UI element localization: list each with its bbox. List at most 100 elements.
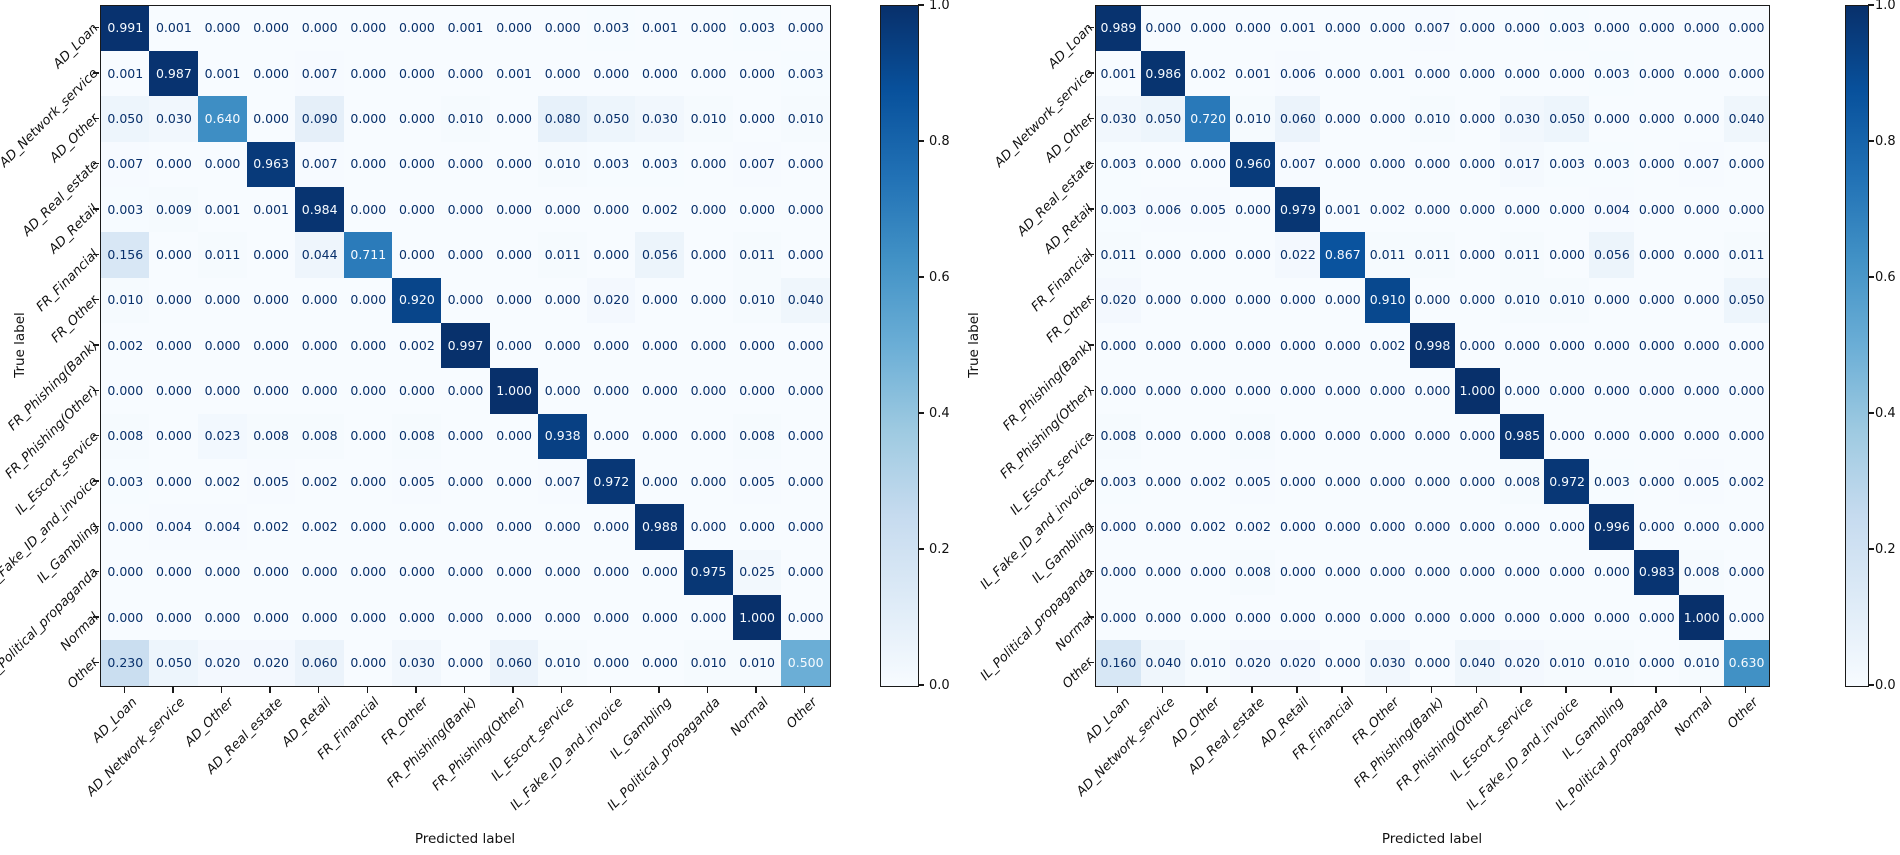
matrix-cell: 0.011 xyxy=(1095,232,1142,279)
x-tick-label: FR_Phishing(Other) xyxy=(429,695,529,794)
matrix-cell: 0.000 xyxy=(1454,413,1501,460)
y-axis-tick xyxy=(1088,344,1094,346)
matrix-cell: 0.056 xyxy=(1589,232,1635,279)
matrix-cell: 0.000 xyxy=(1409,549,1456,596)
matrix-cell: 0.002 xyxy=(1723,459,1770,505)
matrix-cell: 0.000 xyxy=(197,277,248,324)
colorbar-tick-label: 0.2 xyxy=(1875,542,1896,557)
matrix-cell: 0.000 xyxy=(1454,595,1501,641)
matrix-cell: 0.000 xyxy=(343,5,393,52)
matrix-cell: 0.000 xyxy=(1544,549,1590,596)
matrix-cell: 0.008 xyxy=(732,413,782,460)
matrix-cell: 0.000 xyxy=(246,51,296,97)
matrix-cell: 0.011 xyxy=(1364,232,1411,279)
colorbar-tick xyxy=(918,684,924,686)
matrix-cell: 0.983 xyxy=(1634,549,1680,596)
matrix-cell: 0.000 xyxy=(1544,51,1590,97)
y-axis-tick xyxy=(93,26,99,29)
matrix-cell: 0.000 xyxy=(781,595,831,641)
x-tick-label: AD_Real_estate xyxy=(1185,695,1268,778)
matrix-cell: 0.004 xyxy=(1589,187,1635,233)
matrix-cell: 0.000 xyxy=(1544,413,1590,460)
matrix-cell: 0.009 xyxy=(149,187,199,233)
matrix-cell: 0.000 xyxy=(489,277,539,324)
matrix-cell: 0.060 xyxy=(1275,96,1321,143)
matrix-cell: 0.000 xyxy=(100,368,150,415)
matrix-cell: 0.000 xyxy=(586,232,636,279)
x-axis-tick xyxy=(1385,686,1388,693)
colorbar-tick xyxy=(918,548,924,550)
matrix-cell: 0.000 xyxy=(1140,368,1187,415)
matrix-cell: 0.050 xyxy=(1544,96,1590,143)
colorbar-tick-label: 0.2 xyxy=(929,542,950,557)
matrix-cell: 0.000 xyxy=(1634,232,1680,279)
x-axis-tick xyxy=(706,686,709,693)
x-axis-tick xyxy=(220,686,223,693)
matrix-cell: 0.000 xyxy=(489,5,539,52)
matrix-cell: 0.000 xyxy=(295,595,345,641)
matrix-cell: 0.000 xyxy=(1678,96,1725,143)
matrix-cell: 0.003 xyxy=(1589,459,1635,505)
matrix-cell: 0.000 xyxy=(1275,368,1321,415)
matrix-cell: 0.000 xyxy=(392,51,442,97)
matrix-cell: 0.005 xyxy=(392,459,442,505)
matrix-cell: 0.002 xyxy=(1185,504,1231,551)
matrix-cell: 0.000 xyxy=(1678,187,1725,233)
matrix-cell: 0.000 xyxy=(1634,51,1680,97)
matrix-cell: 0.011 xyxy=(538,232,588,279)
matrix-cell: 0.000 xyxy=(683,504,734,551)
matrix-cell: 0.000 xyxy=(295,549,345,596)
matrix-cell: 0.979 xyxy=(1275,187,1321,233)
matrix-cell: 0.000 xyxy=(1589,96,1635,143)
x-axis-tick xyxy=(463,686,466,693)
matrix-cell: 0.000 xyxy=(1454,549,1501,596)
matrix-cell: 0.010 xyxy=(1678,640,1725,687)
y-axis-tick xyxy=(1088,298,1094,301)
matrix-cell: 0.000 xyxy=(1095,323,1142,369)
matrix-cell: 0.000 xyxy=(683,595,734,641)
matrix-cell: 0.000 xyxy=(1320,323,1366,369)
matrix-cell: 0.000 xyxy=(1364,96,1411,143)
matrix-cell: 0.000 xyxy=(440,141,491,188)
colorbar-tick-label: 0.0 xyxy=(929,678,950,693)
matrix-cell: 0.000 xyxy=(440,640,491,687)
matrix-cell: 0.010 xyxy=(440,96,491,143)
matrix-cell: 0.060 xyxy=(489,640,539,687)
matrix-cell: 0.000 xyxy=(197,5,248,52)
matrix-cell: 0.000 xyxy=(781,323,831,369)
matrix-cell: 0.000 xyxy=(1499,51,1545,97)
matrix-cell: 0.030 xyxy=(635,96,685,143)
matrix-cell: 0.000 xyxy=(683,5,734,52)
matrix-cell: 0.000 xyxy=(1634,141,1680,188)
matrix-cell: 0.000 xyxy=(440,51,491,97)
matrix-cell: 0.000 xyxy=(538,5,588,52)
matrix-cell: 0.003 xyxy=(100,187,150,233)
matrix-cell: 0.000 xyxy=(1320,277,1366,324)
matrix-cell: 0.030 xyxy=(149,96,199,143)
matrix-cell: 0.000 xyxy=(440,549,491,596)
matrix-cell: 0.004 xyxy=(149,504,199,551)
matrix-cell: 0.000 xyxy=(781,141,831,188)
y-axis-tick xyxy=(1088,26,1094,29)
matrix-cell: 0.000 xyxy=(586,595,636,641)
x-axis-tick xyxy=(1296,686,1298,693)
matrix-cell: 0.989 xyxy=(1095,5,1142,52)
matrix-cell: 0.000 xyxy=(343,51,393,97)
matrix-cell: 0.987 xyxy=(149,51,199,97)
matrix-cell: 0.000 xyxy=(1185,368,1231,415)
matrix-cell: 0.000 xyxy=(1230,232,1276,279)
colorbar-gradient xyxy=(1845,5,1869,687)
matrix-cell: 0.000 xyxy=(1678,277,1725,324)
y-axis-tick xyxy=(93,208,99,210)
matrix-cell: 0.001 xyxy=(635,5,685,52)
matrix-cell: 0.000 xyxy=(586,504,636,551)
x-axis-tick xyxy=(512,686,514,693)
y-axis-tick xyxy=(1088,253,1094,256)
matrix-cell: 0.007 xyxy=(1275,141,1321,188)
matrix-cell: 0.010 xyxy=(1544,277,1590,324)
matrix-cell: 0.160 xyxy=(1095,640,1142,687)
matrix-cell: 0.000 xyxy=(489,187,539,233)
y-axis-tick xyxy=(93,616,99,618)
colorbar-tick xyxy=(918,4,924,6)
matrix-cell: 0.000 xyxy=(1140,141,1187,188)
